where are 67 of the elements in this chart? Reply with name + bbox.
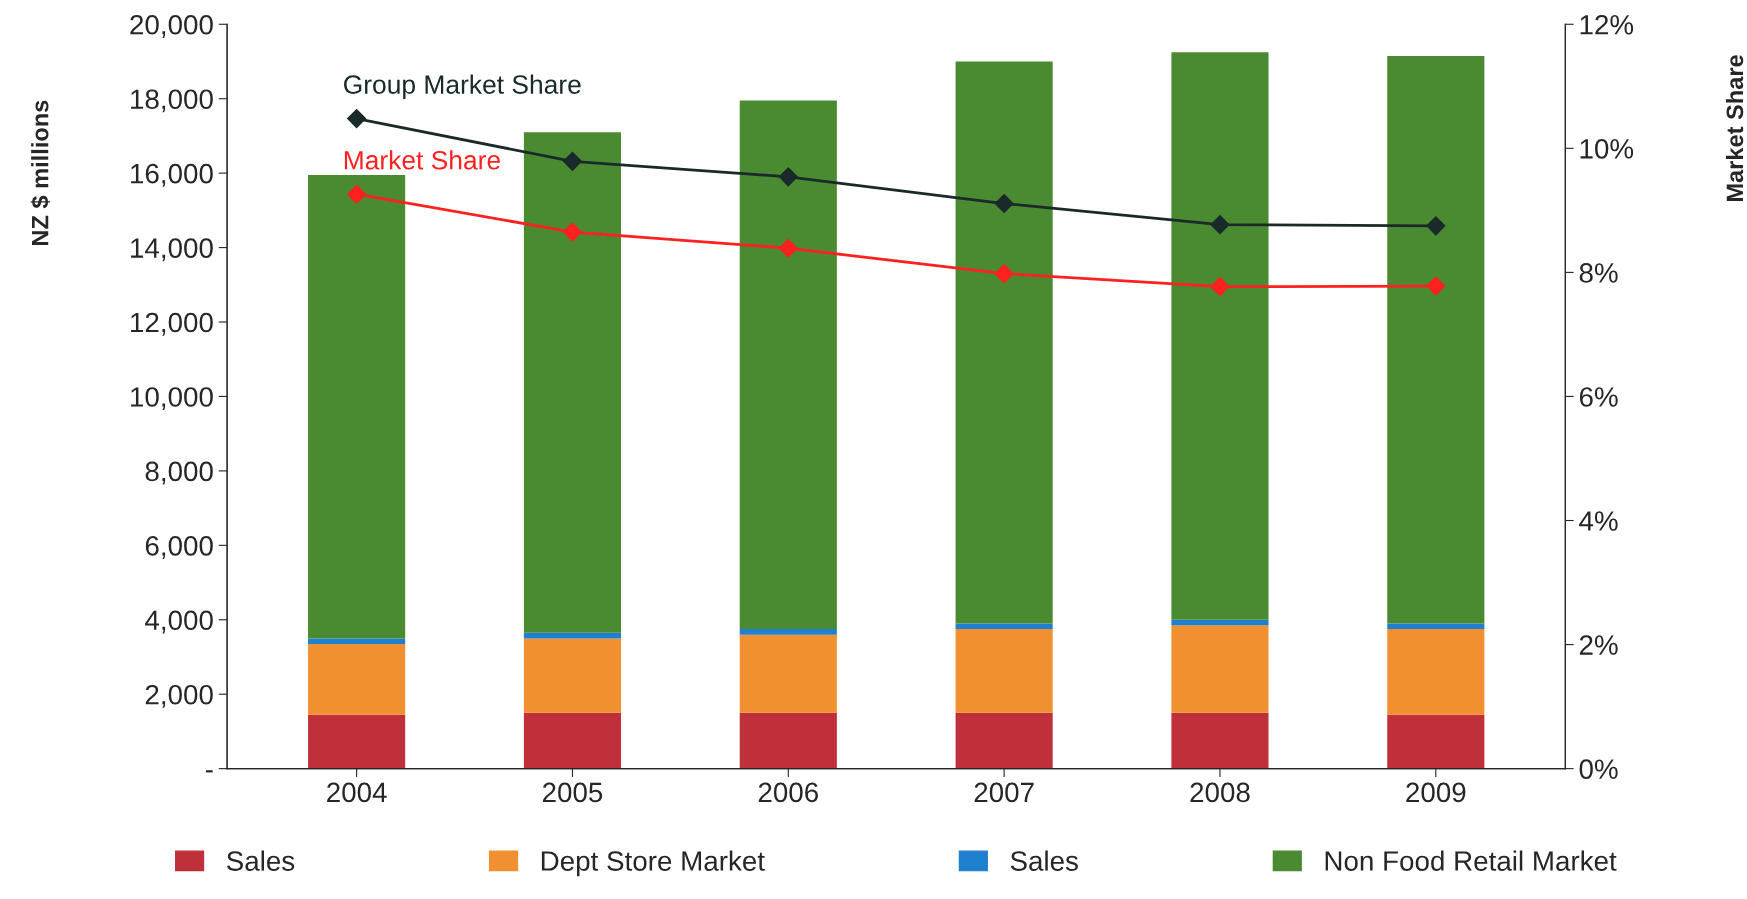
bar [308,643,406,715]
point [778,238,798,258]
bar [1387,623,1485,630]
point [994,264,1014,284]
y-tick-label: 6,000 [145,536,213,559]
point [1210,277,1230,297]
x-tick-label: 2005 [542,782,603,803]
y2-tick-label: 2% [1579,635,1618,655]
legend-label: Sales [226,850,295,871]
bar [1171,619,1269,626]
y-tick-label: 16,000 [131,163,213,187]
point [347,109,367,129]
y-tick-label: 4,000 [145,610,213,634]
bar [955,623,1053,630]
bar [739,634,837,713]
point [562,151,582,171]
point [562,222,582,242]
point [994,194,1014,214]
y2-axis-title: Market Share [1725,55,1744,202]
bar [1387,629,1485,715]
bar [739,712,837,769]
bar [308,175,406,639]
y-tick-label: 18,000 [131,89,213,113]
series-label: Group Market Share [344,74,581,100]
bar [739,629,837,635]
y-tick-label: 20,000 [130,14,213,38]
y-axis-title: NZ $ millions [30,100,50,246]
bar [523,712,622,769]
legend-label: Dept Store Market [541,850,765,877]
y2-tick-label: 8% [1579,263,1618,283]
bar [1387,714,1485,769]
bar [523,638,622,713]
y2-tick-label: 12% [1580,14,1634,35]
legend-label: Sales [1010,850,1078,871]
point [347,184,367,204]
series-label: Market Share [344,150,500,170]
x-tick-label: 2004 [327,782,387,803]
bar [1171,52,1269,620]
x-tick-label: 2006 [758,782,818,803]
y2-tick-label: 6% [1579,387,1618,407]
bar [955,61,1053,624]
x-tick-label: 2009 [1406,782,1466,803]
y2-tick-label: 0% [1579,759,1618,779]
y-tick-label: - [205,770,213,773]
bar [1171,625,1269,713]
bar [308,638,406,644]
point [1426,216,1446,236]
bar [955,629,1053,713]
y-tick-label: 8,000 [145,461,213,485]
bar [955,712,1053,769]
y-tick-label: 14,000 [131,238,213,262]
y-tick-label: 10,000 [131,387,213,411]
bar [523,132,622,633]
x-tick-label: 2007 [974,782,1034,803]
point [1210,215,1230,235]
x-tick-label: 2008 [1190,782,1250,803]
bar [1387,55,1485,624]
y2-tick-label: 10% [1580,139,1634,159]
point [778,167,798,187]
point [1426,276,1446,296]
bar [308,714,406,769]
y-tick-label: 12,000 [131,312,213,336]
y-tick-label: 2,000 [145,684,213,708]
bar [739,100,837,630]
y2-tick-label: 4% [1579,511,1618,531]
legend-label: Non Food Retail Market [1325,850,1617,871]
bar [1171,712,1269,769]
